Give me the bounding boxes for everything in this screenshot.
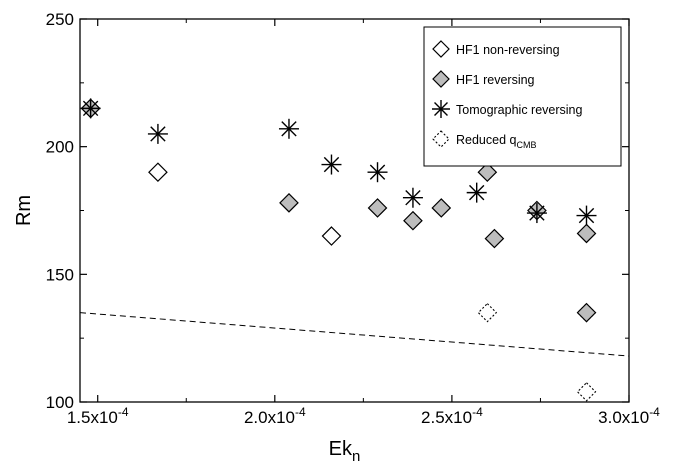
asterisk-stroke xyxy=(281,121,297,137)
series-0 xyxy=(80,98,342,246)
data-point xyxy=(321,154,342,175)
legend-marker xyxy=(432,130,450,148)
y-tick-label: 200 xyxy=(46,138,74,157)
data-point xyxy=(576,382,597,402)
legend-label: Reduced qCMB xyxy=(456,133,536,150)
data-point xyxy=(477,162,498,183)
data-point xyxy=(367,198,388,218)
y-axis-label: Rm xyxy=(13,195,35,226)
asterisk-stroke xyxy=(434,102,448,116)
data-point xyxy=(278,118,299,139)
x-tick-label: 1.5x10-4 xyxy=(67,405,129,427)
legend-label: Tomographic reversing xyxy=(456,103,582,117)
asterisk-stroke xyxy=(469,184,485,201)
data-point xyxy=(402,187,423,208)
x-axis-label: Ekn xyxy=(329,438,361,465)
data-point xyxy=(526,203,547,224)
data-point xyxy=(321,226,342,246)
data-point xyxy=(403,210,423,231)
asterisk-stroke xyxy=(369,164,386,180)
data-point xyxy=(484,228,505,249)
data-point xyxy=(148,162,168,183)
asterisk-stroke xyxy=(405,190,421,206)
legend-marker xyxy=(432,70,450,88)
series-3 xyxy=(477,302,597,402)
data-point xyxy=(576,205,597,226)
series-2 xyxy=(80,98,597,226)
asterisk-stroke xyxy=(529,205,545,221)
x-tick-label: 3.0x10-4 xyxy=(598,405,660,427)
x-tick-label: 2.0x10-4 xyxy=(244,405,306,427)
legend-marker xyxy=(432,40,450,58)
legend: HF1 non-reversing HF1 reversing Tomographi… xyxy=(423,26,622,167)
asterisk-stroke xyxy=(323,156,340,173)
legend-label: HF1 non-reversing xyxy=(456,43,560,57)
series-4 xyxy=(576,302,597,323)
data-point xyxy=(576,302,597,323)
asterisk-stroke xyxy=(82,100,99,117)
y-tick-label: 250 xyxy=(46,10,74,29)
legend-box xyxy=(423,26,622,167)
y-tick-label: 150 xyxy=(46,265,74,284)
data-point xyxy=(576,223,597,244)
data-point xyxy=(367,162,388,183)
data-point xyxy=(466,182,487,203)
data-point xyxy=(80,98,101,119)
legend-label: HF1 reversing xyxy=(456,73,535,87)
data-point xyxy=(279,192,299,213)
data-point xyxy=(147,123,168,144)
data-point xyxy=(431,198,452,218)
reference-line xyxy=(79,312,630,357)
legend-marker xyxy=(432,100,450,118)
data-point xyxy=(477,302,498,323)
asterisk-stroke xyxy=(578,207,595,224)
y-tick-label: 100 xyxy=(46,393,74,412)
x-tick-label: 2.5x10-4 xyxy=(421,405,483,427)
asterisk-stroke xyxy=(150,126,166,142)
